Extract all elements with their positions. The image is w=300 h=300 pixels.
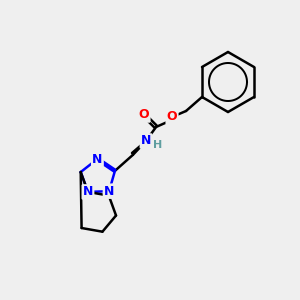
Text: N: N — [83, 185, 93, 198]
Text: H: H — [153, 140, 163, 150]
Text: N: N — [92, 152, 103, 166]
Text: O: O — [167, 110, 177, 124]
Text: N: N — [141, 134, 151, 148]
Text: O: O — [139, 109, 149, 122]
Text: N: N — [104, 185, 114, 198]
